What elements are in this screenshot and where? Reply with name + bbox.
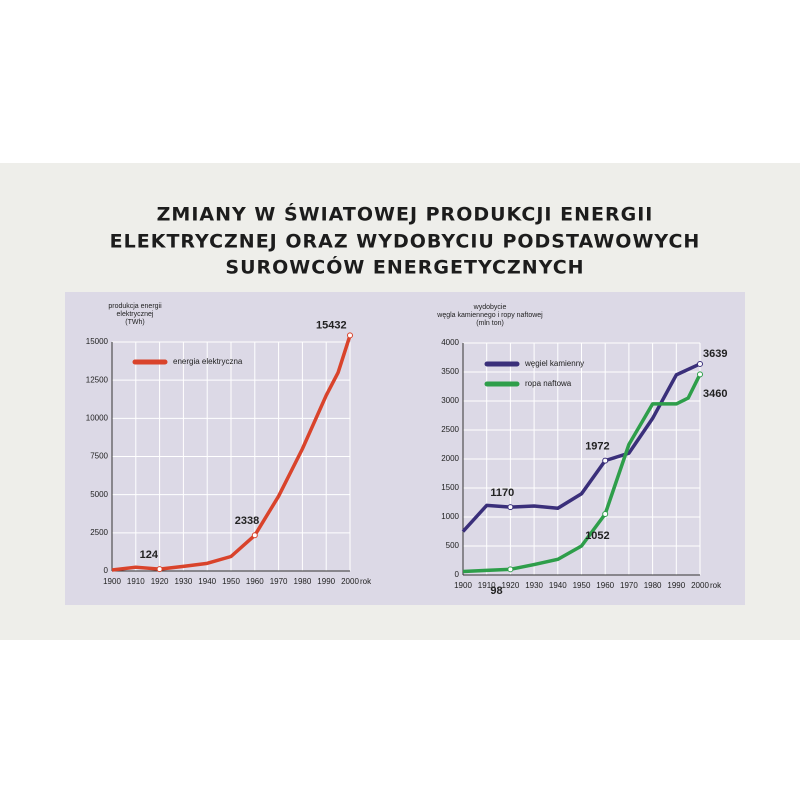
title-line: ELEKTRYCZNEJ ORAZ WYDOBYCIU PODSTAWOWYCH [110,231,701,253]
point-marker [697,371,703,378]
x-tick-label: 1980 [644,581,662,590]
x-axis-unit: rok [360,577,372,586]
y-axis-label: wydobycie [473,304,507,311]
x-tick-label: 1950 [222,577,240,586]
line [462,373,702,574]
point-marker [347,332,353,339]
data-label: 3460 [703,388,727,400]
y-tick-label: 3500 [441,367,459,376]
y-tick-label: 12500 [86,375,109,384]
y-tick-label: 500 [446,541,460,550]
x-tick-label: 1960 [596,581,614,590]
data-label: 1972 [585,441,609,453]
chart-panel [65,292,745,605]
y-axis-label: (mln ton) [476,320,504,327]
point-marker [602,510,609,517]
point-marker [507,566,514,573]
point-marker [602,457,609,464]
x-tick-label: 1960 [246,577,264,586]
data-label: 2338 [235,515,259,527]
legend-label: ropa naftowa [525,379,572,388]
data-label: 3639 [703,348,727,360]
data-label: 1052 [585,530,609,542]
y-tick-label: 2500 [441,425,459,434]
x-tick-label: 1930 [525,581,543,590]
title-line: ZMIANY W ŚWIATOWEJ PRODUKCJI ENERGII [157,202,654,226]
x-tick-label: 1910 [478,581,496,590]
x-tick-label: 2000 [691,581,709,590]
legend-label: energia elektryczna [173,357,243,366]
y-tick-label: 5000 [90,490,108,499]
y-tick-label: 7500 [90,452,108,461]
y-tick-label: 1000 [441,512,459,521]
point-marker [251,532,258,539]
y-axis-label: węgla kamiennego i ropy naftowej [436,312,543,319]
y-tick-label: 4000 [441,338,459,347]
x-tick-label: 1940 [549,581,567,590]
y-tick-label: 15000 [86,337,109,346]
line [111,334,352,572]
legend-label: węgiel kamienny [524,359,584,368]
x-tick-label: 1920 [502,581,520,590]
y-tick-label: 2500 [90,528,108,537]
y-axis-label: produkcja energii [108,303,162,310]
point-marker [507,504,514,511]
x-tick-label: 1900 [454,581,472,590]
point-marker [156,566,163,573]
x-tick-label: 1900 [103,577,121,586]
data-label: 15432 [316,319,347,331]
x-axis-unit: rok [710,581,722,590]
x-tick-label: 2000 [341,577,359,586]
x-tick-label: 1990 [317,577,335,586]
point-marker [697,360,703,367]
y-axis-label: (TWh) [125,319,144,326]
x-tick-label: 1950 [573,581,591,590]
y-tick-label: 10000 [86,413,109,422]
data-label: 98 [490,585,502,597]
x-tick-label: 1940 [198,577,216,586]
y-tick-label: 2000 [441,454,459,463]
data-label: 1170 [490,487,514,499]
data-label: 124 [140,549,159,561]
x-tick-label: 1980 [294,577,312,586]
x-tick-label: 1910 [127,577,145,586]
x-tick-label: 1970 [270,577,288,586]
y-axis-label: elektrycznej [117,311,154,318]
x-tick-label: 1920 [151,577,169,586]
x-tick-label: 1930 [175,577,193,586]
y-tick-label: 3000 [441,396,459,405]
y-tick-label: 0 [104,566,109,575]
x-tick-label: 1990 [667,581,685,590]
title-line: SUROWCÓW ENERGETYCZNYCH [225,255,584,279]
x-tick-label: 1970 [620,581,638,590]
y-tick-label: 0 [455,570,460,579]
y-tick-label: 1500 [441,483,459,492]
